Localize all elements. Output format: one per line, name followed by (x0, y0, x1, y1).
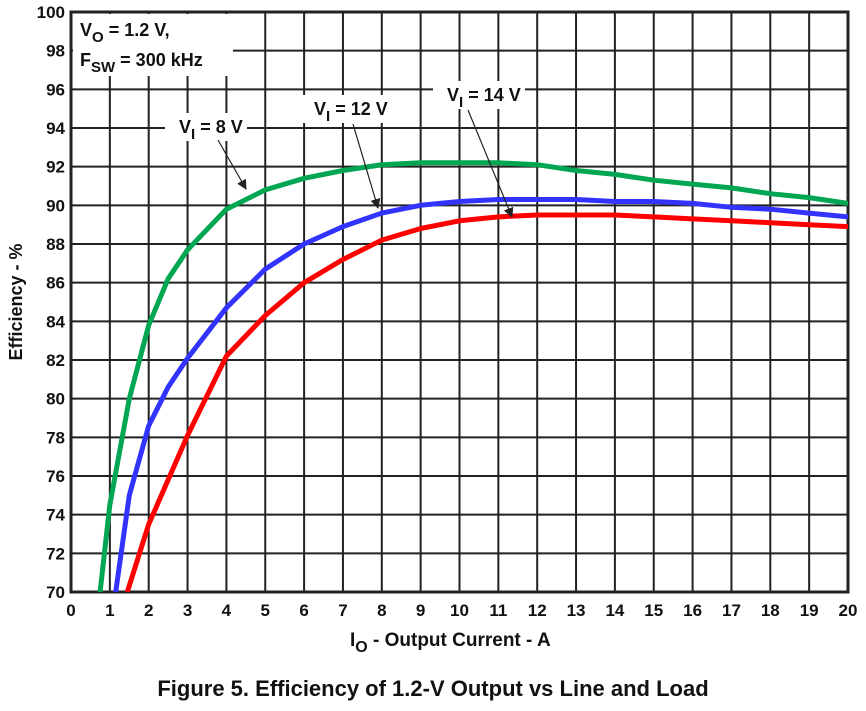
series-label-0: VI = 8 V (179, 117, 243, 143)
series-line-0 (97, 160, 848, 592)
y-tick-label: 84 (46, 312, 65, 331)
series-arrow-2 (467, 109, 514, 218)
y-tick-label: 78 (46, 428, 65, 447)
y-tick-label: 82 (46, 351, 65, 370)
x-tick-label: 12 (528, 601, 547, 620)
figure-title: Figure 5. Efficiency of 1.2-V Output vs … (157, 676, 709, 701)
condition-fsw: FSW = 300 kHz (80, 50, 203, 76)
x-tick-label: 9 (416, 601, 425, 620)
x-tick-label: 10 (450, 601, 469, 620)
series-label-bg-1 (300, 95, 392, 123)
series-line-1 (113, 197, 848, 592)
condition-vo: VO = 1.2 V, (80, 20, 170, 46)
y-tick-label: 88 (46, 235, 65, 254)
x-tick-label: 3 (183, 601, 192, 620)
x-tick-label: 14 (605, 601, 624, 620)
x-tick-label: 7 (338, 601, 347, 620)
x-tick-label: 4 (222, 601, 232, 620)
y-tick-label: 70 (46, 583, 65, 602)
y-axis-label: Efficiency - % (6, 243, 26, 360)
x-tick-label: 2 (144, 601, 153, 620)
efficiency-chart: 0 1 2 3 4 5 6 7 8 9 10 11 12 13 14 15 16 17 18 19 2070727476… (6, 3, 858, 656)
x-tick-label: 5 (261, 601, 270, 620)
x-tick-label: 16 (683, 601, 702, 620)
series-label-bg-0 (165, 113, 247, 141)
y-tick-label: 80 (46, 390, 65, 409)
x-tick-label: 20 (839, 601, 858, 620)
y-tick-label: 76 (46, 467, 65, 486)
series-arrow-1 (352, 123, 381, 209)
conditions-box (73, 14, 233, 76)
series-label-bg-2 (433, 81, 525, 109)
series-arrow-0 (217, 139, 247, 190)
x-axis-label: IO - Output Current - A (350, 630, 551, 656)
y-tick-label: 74 (46, 506, 65, 525)
series-line-2 (124, 212, 848, 592)
x-tick-label: 1 (105, 601, 114, 620)
x-tick-label: 17 (722, 601, 741, 620)
y-tick-label: 86 (46, 274, 65, 293)
x-tick-label: 15 (644, 601, 663, 620)
series-label-2: VI = 14 V (447, 85, 521, 111)
x-tick-label: 8 (377, 601, 386, 620)
series-label-1: VI = 12 V (314, 99, 388, 125)
y-tick-label: 100 (37, 3, 65, 22)
x-tick-label: 6 (299, 601, 308, 620)
x-tick-label: 19 (800, 601, 819, 620)
y-tick-label: 92 (46, 158, 65, 177)
y-tick-label: 96 (46, 80, 65, 99)
x-tick-label: 13 (567, 601, 586, 620)
x-tick-label: 18 (761, 601, 780, 620)
y-tick-label: 98 (46, 42, 65, 61)
y-tick-label: 94 (46, 119, 65, 138)
x-tick-label: 11 (489, 601, 507, 620)
y-tick-label: 72 (46, 544, 65, 563)
plot-frame (69, 10, 850, 594)
y-tick-label: 90 (46, 196, 65, 215)
x-tick-label: 0 (66, 601, 75, 620)
